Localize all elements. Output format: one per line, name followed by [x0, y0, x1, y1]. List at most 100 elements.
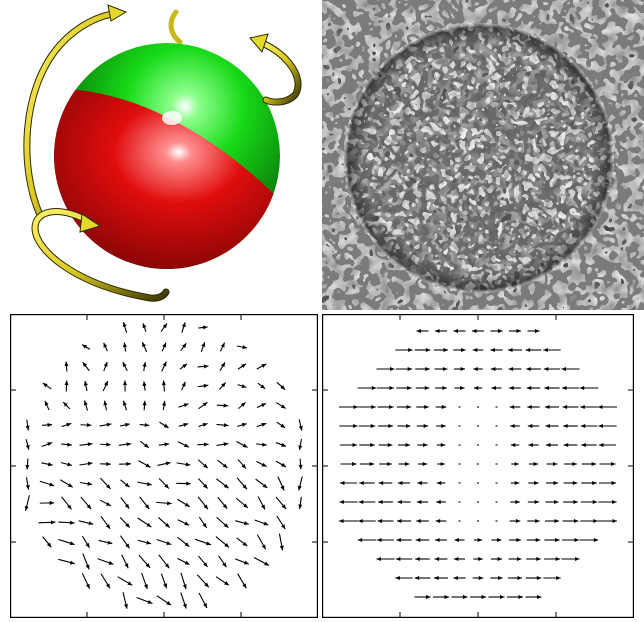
vector-arrow-icon — [396, 386, 411, 390]
vector-arrow-icon — [142, 381, 146, 390]
vector-arrow-icon — [359, 481, 374, 485]
vector-arrow-icon — [182, 382, 186, 390]
vector-arrow-icon — [216, 577, 229, 586]
vector-arrow-icon — [415, 367, 430, 371]
vector-arrow-icon — [378, 405, 394, 409]
vector-arrow-icon — [491, 557, 502, 561]
vector-arrow-icon — [454, 386, 464, 390]
vector-arrow-icon — [477, 502, 479, 503]
vector-arrow-icon — [491, 386, 501, 390]
vector-arrow-icon — [417, 481, 427, 485]
vector-arrow-icon — [25, 495, 30, 511]
vector-arrow-icon — [453, 576, 465, 580]
vector-arrow-icon — [119, 462, 131, 466]
vector-arrow-icon — [181, 343, 186, 350]
vector-field-left-plot — [10, 314, 318, 618]
vector-arrow-icon — [416, 538, 429, 542]
vector-arrow-icon — [339, 424, 357, 428]
vector-arrow-icon — [453, 348, 465, 352]
vector-arrow-icon — [64, 362, 68, 372]
vector-arrow-icon — [435, 329, 447, 333]
vector-arrow-icon — [399, 462, 410, 466]
vector-arrow-icon — [526, 576, 542, 580]
vector-arrow-icon — [237, 423, 246, 427]
vector-arrow-icon — [436, 424, 446, 428]
vector-arrow-icon — [162, 401, 166, 410]
vector-arrow-icon — [415, 348, 431, 352]
vector-arrow-icon — [459, 483, 461, 484]
vector-arrow-icon — [454, 557, 465, 561]
vector-arrow-icon — [415, 595, 431, 599]
vector-arrow-icon — [599, 443, 616, 447]
vector-arrow-icon — [100, 423, 112, 427]
vector-arrow-icon — [142, 573, 148, 589]
vector-arrow-icon — [437, 462, 444, 466]
vector-arrow-icon — [437, 443, 446, 447]
vector-arrow-icon — [26, 477, 30, 489]
vector-arrow-icon — [528, 329, 540, 333]
vector-arrow-icon — [157, 462, 170, 466]
vector-arrow-icon — [63, 402, 70, 409]
vector-arrow-icon — [198, 423, 207, 427]
vector-arrow-icon — [598, 405, 617, 409]
vector-arrow-icon — [543, 576, 560, 580]
vector-arrow-icon — [563, 519, 579, 523]
vector-arrow-icon — [528, 500, 539, 504]
vector-arrow-icon — [58, 539, 74, 545]
vector-arrow-icon — [454, 329, 466, 333]
vector-arrow-icon — [237, 478, 247, 489]
vector-arrow-icon — [563, 500, 578, 504]
vector-arrow-icon — [477, 445, 479, 446]
vector-arrow-icon — [490, 576, 502, 580]
vector-arrow-icon — [359, 424, 375, 428]
vector-arrow-icon — [496, 445, 498, 446]
vector-arrow-icon — [143, 323, 147, 331]
vector-arrow-icon — [123, 362, 127, 371]
vector-arrow-icon — [159, 555, 169, 568]
vector-arrow-icon — [544, 367, 560, 371]
vector-arrow-icon — [496, 464, 498, 465]
vector-arrow-icon — [42, 442, 53, 446]
vector-arrow-icon — [581, 443, 596, 447]
vector-arrow-icon — [123, 381, 127, 392]
vector-arrow-icon — [236, 442, 247, 448]
vector-arrow-icon — [258, 497, 265, 510]
vector-arrow-icon — [496, 407, 498, 408]
vector-arrow-icon — [358, 405, 376, 409]
vector-arrow-icon — [496, 521, 498, 522]
vector-arrow-icon — [435, 538, 447, 542]
vector-arrow-icon — [142, 342, 146, 352]
vector-arrow-icon — [101, 516, 110, 529]
vector-arrow-icon — [254, 558, 269, 566]
vector-arrow-icon — [562, 386, 579, 390]
vector-arrow-icon — [379, 443, 393, 447]
vector-arrow-icon — [340, 481, 357, 485]
sphere-panel — [0, 0, 322, 310]
vector-arrow-icon — [528, 424, 539, 428]
vector-arrow-icon — [118, 577, 133, 586]
vector-arrow-icon — [459, 521, 461, 522]
vector-arrow-icon — [563, 424, 578, 428]
vector-arrow-icon — [509, 386, 521, 390]
vector-arrow-icon — [491, 538, 501, 542]
vector-arrow-icon — [395, 576, 412, 580]
vector-arrow-icon — [598, 500, 616, 504]
vector-arrow-icon — [161, 323, 167, 331]
vector-arrow-icon — [377, 386, 394, 390]
vector-arrow-icon — [527, 538, 540, 542]
vector-arrow-icon — [139, 555, 150, 568]
vector-arrow-icon — [121, 497, 130, 508]
vector-arrow-icon — [79, 462, 92, 466]
vector-arrow-icon — [545, 519, 559, 523]
vector-arrow-icon — [217, 442, 229, 446]
vector-arrow-icon — [299, 419, 303, 430]
vector-arrow-icon — [543, 348, 560, 352]
vector-arrow-icon — [544, 557, 560, 561]
vector-arrow-icon — [197, 575, 208, 588]
vector-arrow-icon — [137, 482, 151, 486]
vector-arrow-icon — [100, 443, 111, 447]
vector-arrow-icon — [378, 500, 393, 504]
vector-arrow-icon — [507, 595, 523, 599]
vector-arrow-icon — [377, 538, 394, 542]
